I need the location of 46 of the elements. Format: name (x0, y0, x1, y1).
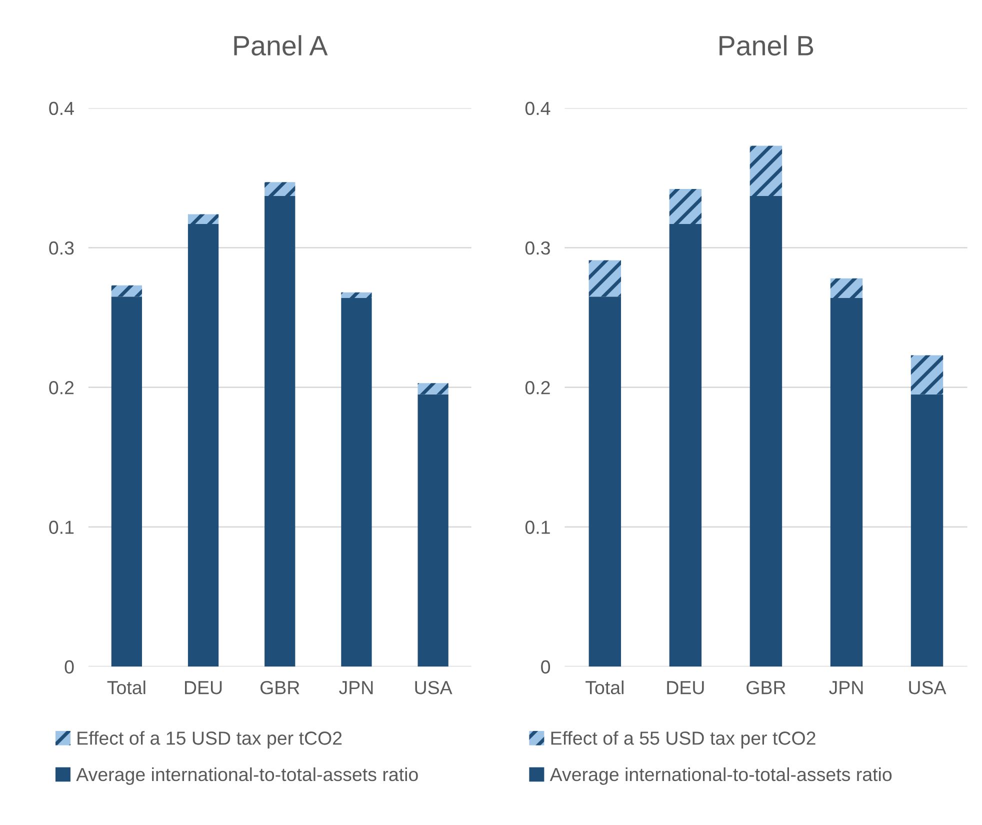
bar (341, 292, 372, 298)
y-tick-label: 0.4 (525, 102, 550, 116)
legend-label: Effect of a 55 USD tax per tCO2 (551, 731, 816, 749)
legend-label: Average international-to-total-assets ratio (550, 767, 892, 785)
x-tick-label: USA (909, 680, 946, 694)
bar (910, 355, 944, 394)
y-tick-label: 0.4 (49, 102, 74, 116)
bar (111, 296, 142, 667)
legend-label: Effect of a 15 USD tax per tCO2 (78, 731, 342, 749)
bar (910, 394, 944, 667)
bar (264, 182, 296, 196)
bar (750, 196, 782, 667)
y-tick-label: 0.3 (525, 241, 550, 255)
y-tick-label: 0.2 (49, 381, 74, 394)
bar (588, 296, 622, 667)
x-tick-label: Total (586, 680, 624, 694)
bar (341, 298, 372, 667)
x-tick-label: DEU (667, 681, 704, 694)
bar (188, 224, 219, 667)
x-tick-label: JPN (339, 681, 373, 694)
bar (830, 298, 863, 667)
bar (111, 285, 142, 297)
bar (418, 394, 448, 667)
bar (264, 196, 296, 667)
y-tick-label: 0 (541, 660, 550, 674)
x-tick-label: GBR (260, 680, 300, 694)
bar (588, 260, 622, 297)
y-tick-label: 0.1 (49, 520, 74, 534)
x-tick-label: USA (415, 680, 452, 694)
bar (188, 214, 219, 224)
legend-label: Average international-to-total-assets ratio (76, 767, 418, 785)
y-tick-label: 0.3 (49, 241, 74, 255)
y-tick-label: 0 (64, 660, 74, 674)
bar (669, 189, 702, 224)
x-tick-label: JPN (829, 681, 863, 694)
bar (750, 146, 782, 196)
y-tick-label: 0.1 (525, 520, 550, 534)
bar (418, 383, 448, 394)
y-tick-label: 0.2 (525, 381, 550, 394)
chart-title: Panel B (720, 35, 814, 56)
x-tick-label: Total (107, 680, 146, 694)
x-tick-label: GBR (746, 680, 786, 694)
chart-title: Panel A (234, 35, 328, 56)
bar (830, 278, 863, 298)
x-tick-label: DEU (185, 681, 222, 694)
bar (669, 224, 702, 667)
